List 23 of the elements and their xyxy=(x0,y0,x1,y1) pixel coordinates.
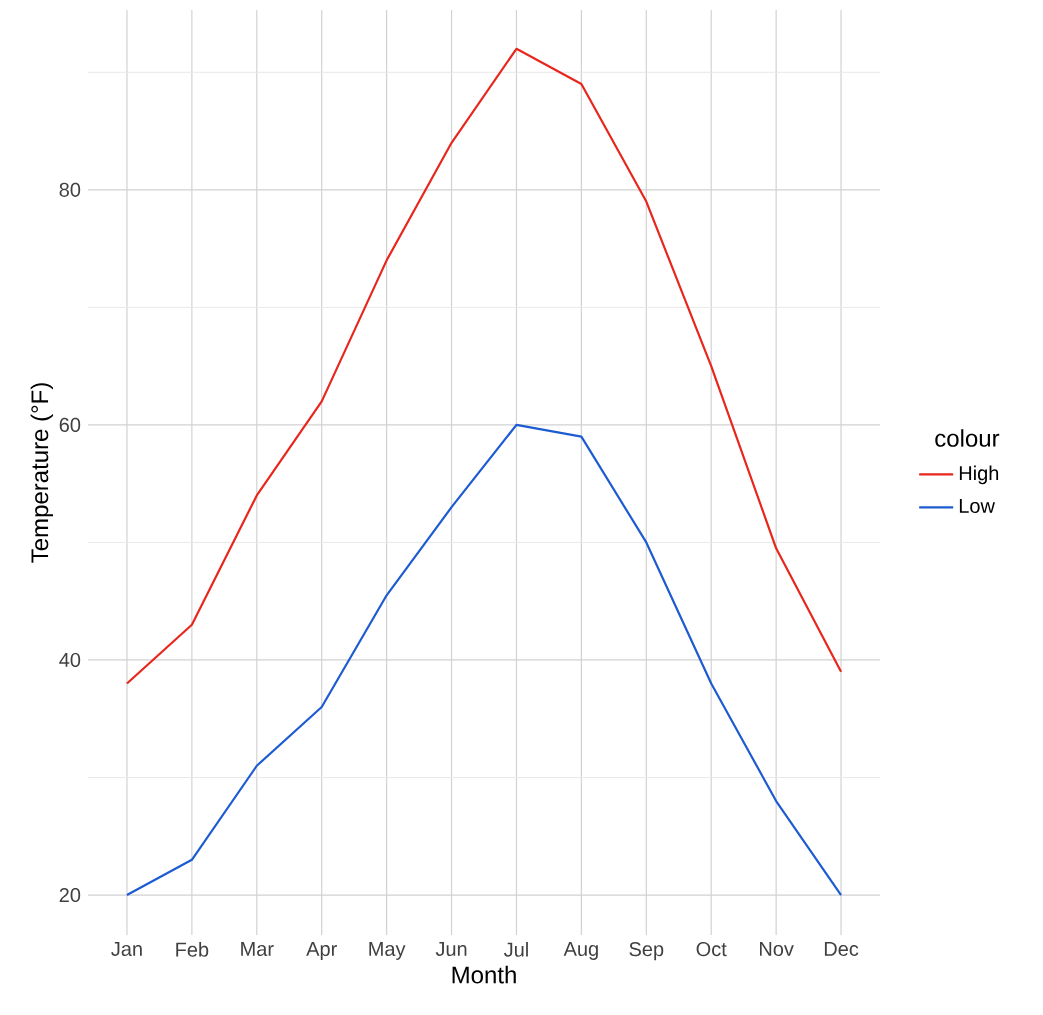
x-tick-label: Feb xyxy=(176,942,209,957)
x-tick-label: May xyxy=(369,942,406,960)
y-tick-label: 80 xyxy=(59,182,81,197)
line-series xyxy=(125,47,843,685)
y-axis-title: Temperature (°F) xyxy=(30,383,54,563)
y-tick-label: 20 xyxy=(59,887,81,903)
x-tick-label: Apr xyxy=(306,942,337,960)
x-tick-label: Jan xyxy=(111,942,142,956)
line-series xyxy=(125,423,843,897)
x-tick-label: Oct xyxy=(696,942,727,957)
legend-label: High xyxy=(959,465,999,485)
x-tick-label: Aug xyxy=(563,942,598,960)
x-tick-label: Sep xyxy=(629,942,664,961)
x-tick-label: Jun xyxy=(435,942,467,956)
legend-label: Low xyxy=(959,499,995,513)
x-tick-label: Nov xyxy=(760,942,794,956)
y-tick-label: 40 xyxy=(59,652,81,668)
legend-title: colour xyxy=(935,429,1000,447)
y-tick-label: 60 xyxy=(59,417,81,432)
x-tick-label: Jul xyxy=(503,942,528,957)
x-axis-title: Month xyxy=(452,965,516,984)
x-tick-label: Dec xyxy=(824,942,859,956)
x-tick-label: Mar xyxy=(241,942,274,956)
